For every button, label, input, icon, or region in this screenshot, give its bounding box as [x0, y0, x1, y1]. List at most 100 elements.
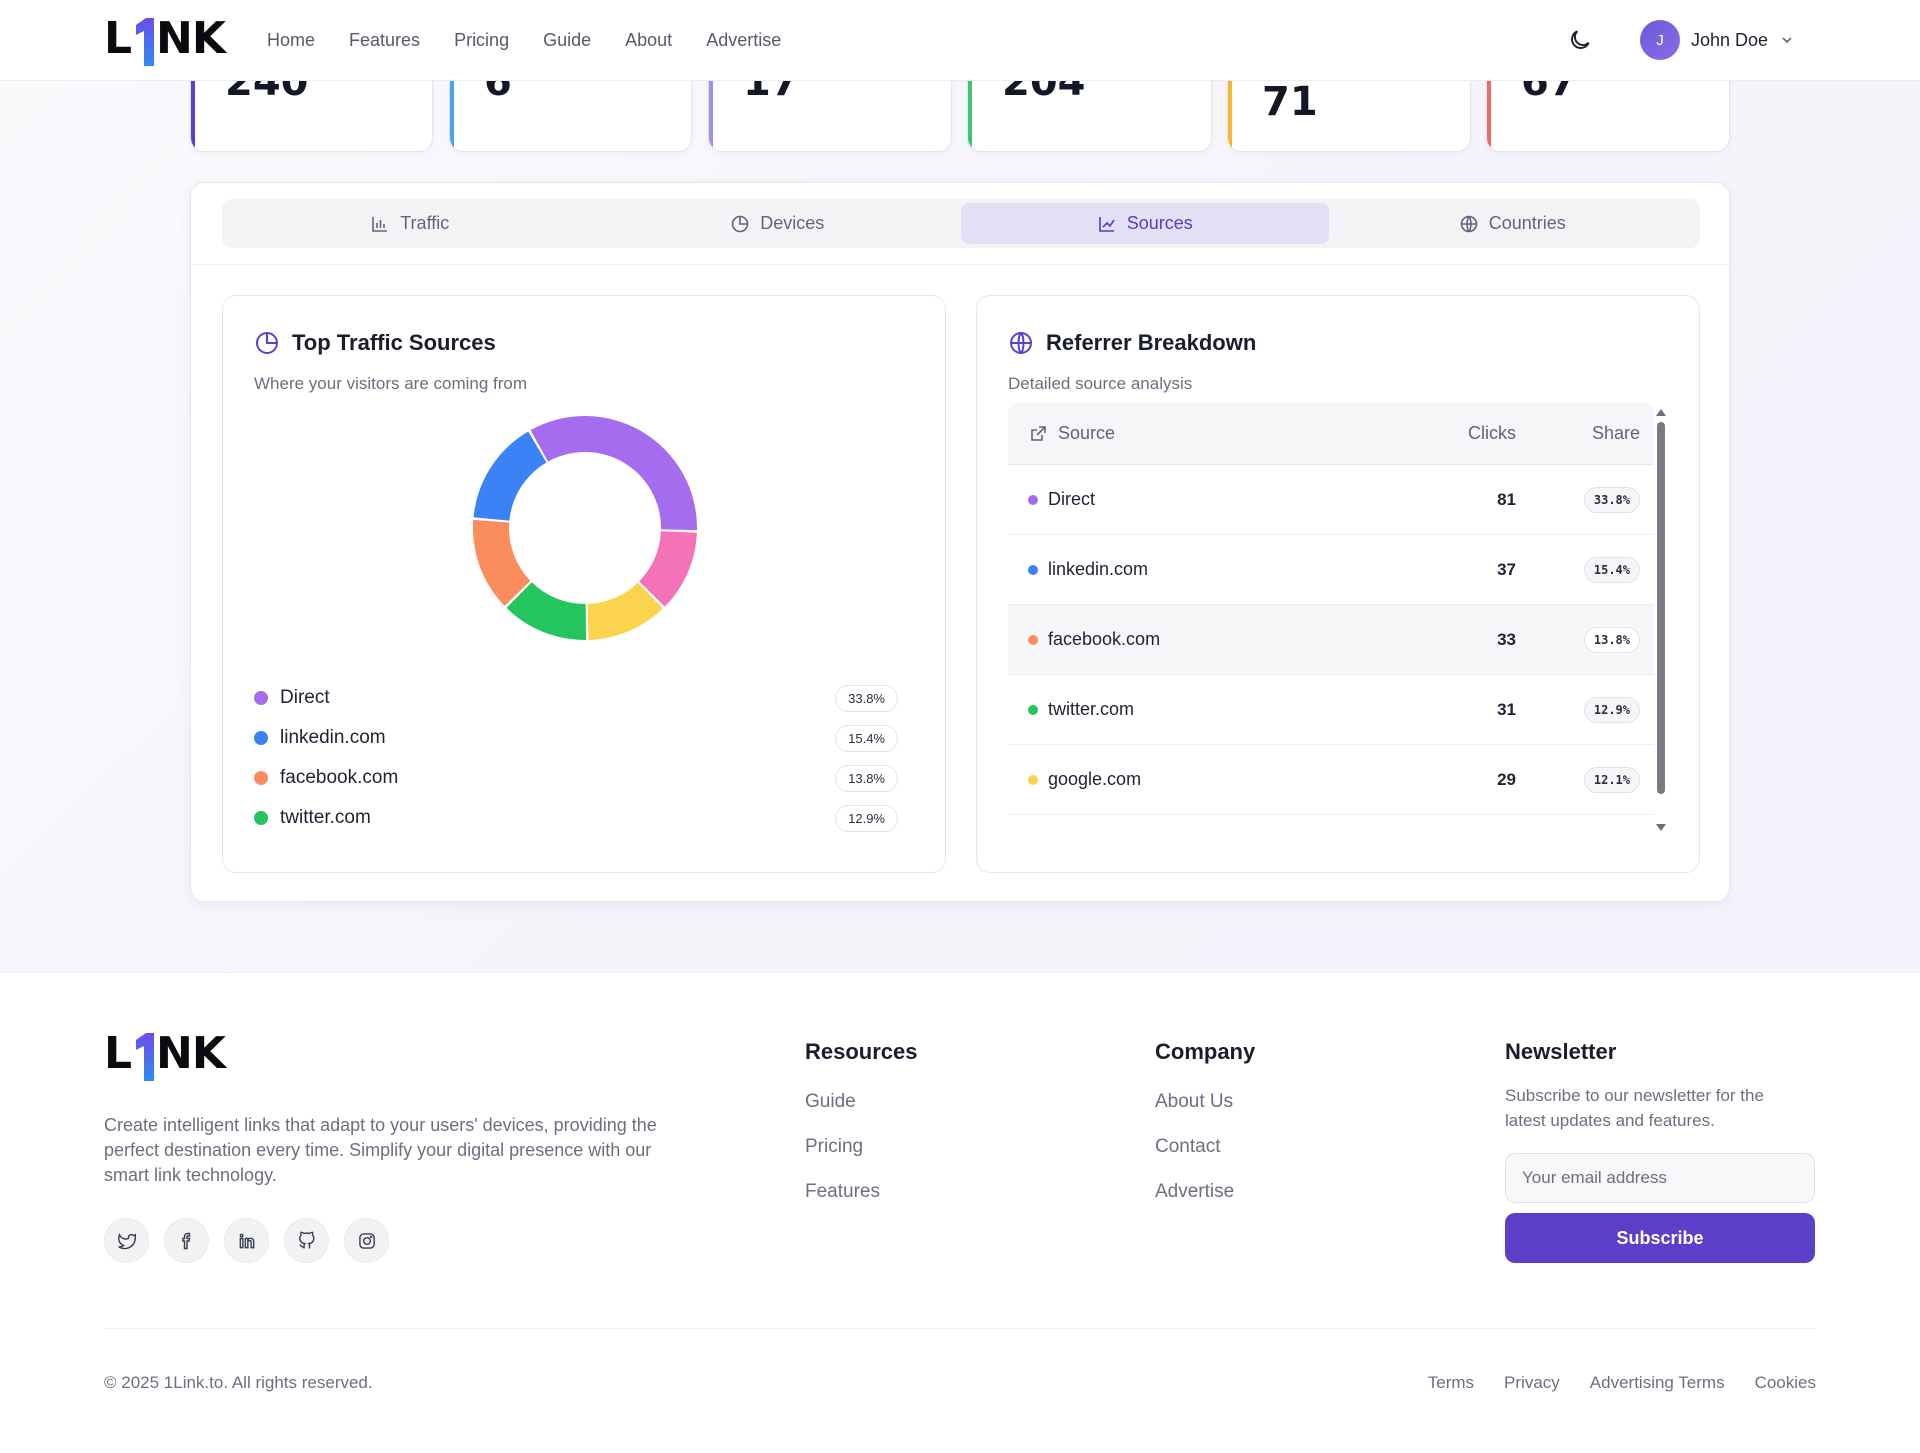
- cell-share: 12.1%: [1516, 766, 1640, 793]
- legend-label: linkedin.com: [280, 727, 386, 748]
- legend-dot: [254, 811, 268, 825]
- table-row[interactable]: google.com 29 12.1%: [1008, 745, 1654, 815]
- legal-link-terms[interactable]: Terms: [1427, 1373, 1475, 1392]
- col-source-label: Source: [1058, 423, 1116, 443]
- legend-dot: [254, 731, 268, 745]
- stat-accent-bar: [450, 41, 454, 151]
- referrer-title: Referrer Breakdown: [1046, 330, 1257, 355]
- legend-item: facebook.com 13.8%: [254, 758, 898, 798]
- footer-link-about-us[interactable]: About Us: [1155, 1091, 1234, 1112]
- legend-label: facebook.com: [280, 767, 399, 788]
- top-sources-title: Top Traffic Sources: [292, 330, 496, 355]
- tabs-divider: [191, 264, 1729, 265]
- legend-share-badge: 33.8%: [835, 684, 898, 712]
- analytics-panel: Traffic Devices Sources Countries Top Tr…: [190, 182, 1730, 902]
- tab-countries[interactable]: Countries: [1329, 203, 1697, 244]
- footer-link-features[interactable]: Features: [805, 1181, 880, 1202]
- nav-pricing[interactable]: Pricing: [454, 30, 510, 50]
- footer-description: Create intelligent links that adapt to y…: [104, 1115, 657, 1185]
- stat-accent-bar: [191, 41, 195, 151]
- cell-clicks: 37: [1497, 559, 1516, 579]
- donut-slice[interactable]: [506, 582, 587, 640]
- share-badge: 33.8%: [1583, 486, 1640, 513]
- user-menu[interactable]: J John Doe: [1640, 20, 1794, 60]
- globe-icon: [1460, 215, 1478, 232]
- footer-divider: [104, 1328, 1816, 1329]
- donut-slice[interactable]: [587, 582, 663, 640]
- nav-features[interactable]: Features: [349, 30, 421, 50]
- brand-logo[interactable]: L NK: [104, 13, 226, 66]
- table-scrollbar[interactable]: [1655, 408, 1667, 832]
- legend-dot: [254, 691, 268, 705]
- avatar: J: [1640, 20, 1680, 60]
- tab-sources[interactable]: Sources: [961, 203, 1329, 244]
- facebook-link[interactable]: [164, 1218, 209, 1263]
- cell-share: 12.9%: [1516, 696, 1640, 723]
- company-heading: Company: [1155, 1039, 1256, 1064]
- table-row[interactable]: Direct 81 33.8%: [1008, 465, 1654, 535]
- cell-share: 15.4%: [1516, 556, 1640, 583]
- twitter-link[interactable]: [104, 1218, 149, 1263]
- stat-accent-bar: [709, 41, 713, 151]
- nav-guide[interactable]: Guide: [543, 30, 592, 50]
- footer-company: Company About Us Contact Advertise: [1155, 1039, 1255, 1226]
- cell-clicks: 33: [1497, 629, 1516, 649]
- table-row[interactable]: twitter.com 31 12.9%: [1008, 675, 1654, 745]
- subscribe-button[interactable]: Subscribe: [1505, 1213, 1815, 1263]
- chevron-down-icon: [1782, 37, 1792, 44]
- line-chart-icon: [1098, 216, 1115, 232]
- legend-item: twitter.com 12.9%: [254, 798, 898, 838]
- source-dot: [1028, 774, 1038, 785]
- github-icon: [298, 1231, 314, 1248]
- instagram-link[interactable]: [344, 1218, 389, 1263]
- newsletter-email-input[interactable]: Your email address: [1505, 1153, 1815, 1203]
- legend-dot: [254, 771, 268, 785]
- site-footer: L NK Create intelligent links that adapt…: [0, 972, 1920, 1453]
- tab-label: Sources: [1126, 213, 1193, 233]
- legend-label: twitter.com: [280, 807, 371, 828]
- nav-home[interactable]: Home: [267, 30, 316, 50]
- globe-icon: [1010, 332, 1032, 354]
- scroll-down-icon[interactable]: [1655, 822, 1667, 832]
- donut-slice[interactable]: [473, 519, 531, 606]
- col-share: Share: [1591, 423, 1640, 443]
- footer-link-pricing[interactable]: Pricing: [805, 1136, 864, 1157]
- nav-about[interactable]: About: [625, 30, 673, 50]
- legal-link-privacy[interactable]: Privacy: [1504, 1373, 1560, 1392]
- legal-link-cookies[interactable]: Cookies: [1754, 1373, 1816, 1392]
- tab-devices[interactable]: Devices: [594, 203, 962, 244]
- donut-slice[interactable]: [639, 531, 697, 607]
- source-name: linkedin.com: [1048, 559, 1149, 579]
- linkedin-link[interactable]: [224, 1218, 269, 1263]
- moon-icon[interactable]: [1567, 27, 1593, 53]
- source-dot: [1028, 704, 1038, 715]
- footer-link-guide[interactable]: Guide: [805, 1091, 856, 1112]
- footer-logo[interactable]: L NK: [104, 1028, 226, 1081]
- scroll-up-icon[interactable]: [1655, 408, 1667, 418]
- share-badge: 12.9%: [1583, 696, 1640, 723]
- stat-accent-bar: [1228, 41, 1232, 151]
- cell-clicks: 31: [1497, 699, 1516, 719]
- facebook-icon: [181, 1232, 190, 1249]
- logo-letters-nk: NK: [156, 1028, 226, 1079]
- table-row[interactable]: facebook.com 33 13.8%: [1008, 605, 1654, 675]
- footer-link-contact[interactable]: Contact: [1155, 1136, 1221, 1157]
- legal-link-advertising-terms[interactable]: Advertising Terms: [1589, 1373, 1725, 1392]
- tab-traffic[interactable]: Traffic: [226, 203, 594, 244]
- analytics-tabs: Traffic Devices Sources Countries: [222, 199, 1700, 248]
- donut-slice[interactable]: [473, 431, 547, 521]
- footer-newsletter: Newsletter Subscribe to our newsletter f…: [1505, 1039, 1815, 1263]
- cell-source: Direct: [1028, 489, 1408, 510]
- stat-accent-bar: [968, 41, 972, 151]
- footer-link-advertise[interactable]: Advertise: [1155, 1181, 1235, 1202]
- top-sources-card: Top Traffic Sources Where your visitors …: [222, 295, 946, 873]
- copyright: © 2025 1Link.to. All rights reserved.: [104, 1373, 373, 1392]
- logo-one-mark: [134, 1031, 155, 1081]
- table-row[interactable]: linkedin.com 37 15.4%: [1008, 535, 1654, 605]
- nav-advertise[interactable]: Advertise: [706, 30, 782, 50]
- scrollbar-thumb[interactable]: [1657, 422, 1665, 794]
- github-link[interactable]: [284, 1218, 329, 1263]
- card-title: Referrer Breakdown: [1008, 330, 1256, 356]
- user-name: John Doe: [1691, 29, 1769, 50]
- donut-slice[interactable]: [530, 416, 697, 531]
